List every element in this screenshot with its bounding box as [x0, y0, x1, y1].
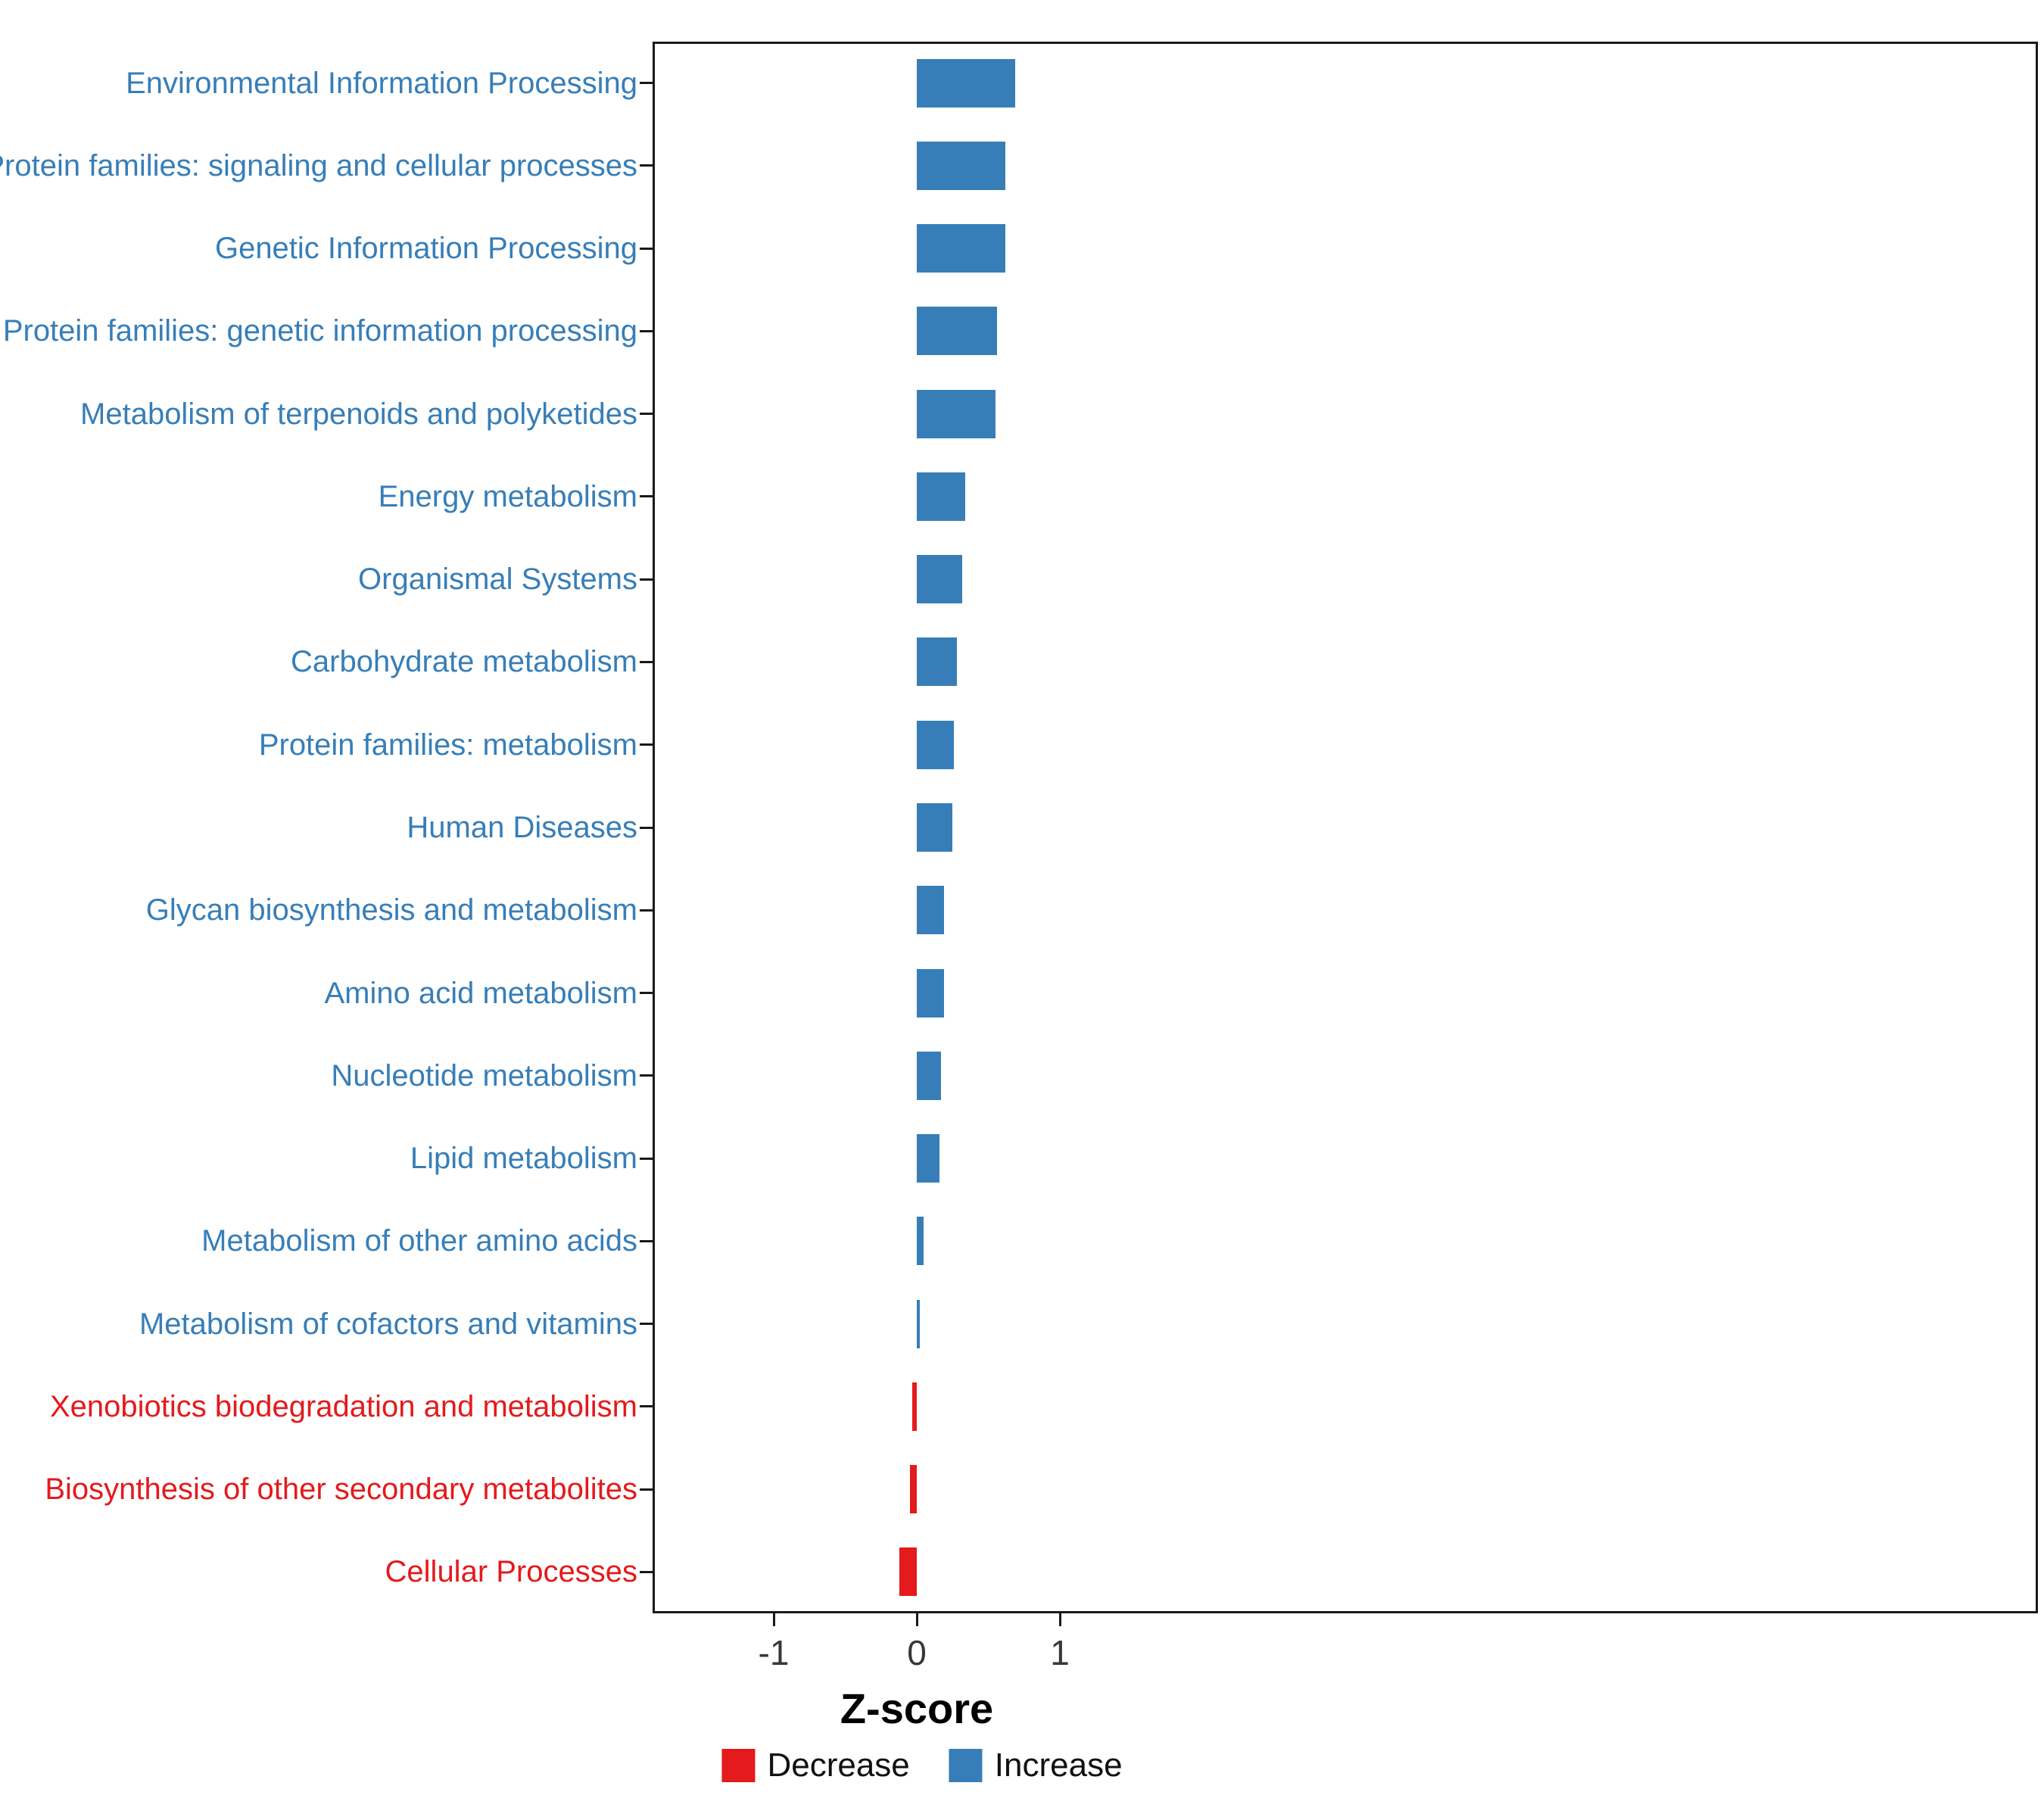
legend-swatch-decrease: [721, 1749, 756, 1782]
category-label: Metabolism of other amino acids: [201, 1224, 637, 1258]
category-label: Environmental Information Processing: [126, 66, 637, 100]
y-tick-mark: [640, 908, 653, 912]
category-label: Carbohydrate metabolism: [291, 645, 637, 679]
x-tick-label: -1: [758, 1633, 790, 1672]
category-label: Energy metabolism: [378, 479, 637, 513]
category-label: Cellular Processes: [385, 1555, 637, 1589]
category-label: Amino acid metabolism: [324, 976, 638, 1010]
y-tick-mark: [640, 164, 653, 167]
bar: [917, 389, 996, 438]
legend-label-decrease: Decrease: [767, 1747, 910, 1784]
bar: [917, 555, 963, 604]
bar: [917, 803, 953, 852]
y-tick-mark: [640, 413, 653, 416]
bar: [917, 886, 944, 935]
legend-item-increase: Increase: [949, 1747, 1123, 1784]
bar: [917, 1051, 942, 1100]
y-tick-mark: [640, 992, 653, 995]
bar: [917, 58, 1016, 108]
category-label: Human Diseases: [407, 811, 637, 844]
y-tick-mark: [640, 826, 653, 829]
y-tick-mark: [640, 1074, 653, 1077]
y-tick-mark: [640, 1570, 653, 1573]
bar: [917, 968, 944, 1018]
bar: [917, 1299, 920, 1348]
y-tick-mark: [640, 1405, 653, 1408]
bar: [917, 720, 955, 769]
x-tick-label: 1: [1050, 1633, 1070, 1672]
y-tick-mark: [640, 247, 653, 250]
plot-panel: [653, 42, 2038, 1613]
y-tick-mark: [640, 1323, 653, 1326]
category-label: Genetic Information Processing: [214, 232, 637, 266]
bar: [912, 1382, 917, 1431]
legend: Decrease Increase: [721, 1747, 1123, 1784]
legend-item-decrease: Decrease: [721, 1747, 910, 1784]
category-label: Glycan biosynthesis and metabolism: [145, 893, 637, 927]
category-label: Biosynthesis of other secondary metaboli…: [45, 1473, 637, 1507]
y-tick-mark: [640, 495, 653, 498]
bar: [909, 1465, 917, 1514]
bar: [917, 307, 997, 356]
category-label: Protein families: signaling and cellular…: [0, 148, 637, 182]
x-axis-title: Z-score: [840, 1685, 994, 1732]
bar: [917, 637, 957, 687]
x-tick-mark: [1058, 1613, 1061, 1626]
bar: [917, 472, 966, 521]
category-label: Xenobiotics biodegradation and metabolis…: [49, 1389, 637, 1423]
x-tick-mark: [915, 1613, 918, 1626]
category-label: Metabolism of cofactors and vitamins: [139, 1307, 637, 1341]
category-label: Lipid metabolism: [410, 1142, 637, 1176]
y-tick-mark: [640, 1239, 653, 1242]
y-tick-mark: [640, 743, 653, 746]
bar: [917, 1134, 940, 1183]
category-label: Protein families: metabolism: [258, 728, 637, 762]
y-tick-mark: [640, 82, 653, 85]
category-label: Nucleotide metabolism: [331, 1058, 637, 1092]
category-label: Metabolism of terpenoids and polyketides: [80, 397, 637, 431]
category-label: Protein families: genetic information pr…: [2, 314, 637, 348]
legend-label-increase: Increase: [994, 1747, 1123, 1784]
category-label: Organismal Systems: [358, 563, 637, 597]
y-tick-mark: [640, 1488, 653, 1491]
x-tick-mark: [772, 1613, 775, 1626]
bar: [899, 1547, 917, 1597]
y-tick-mark: [640, 578, 653, 581]
y-tick-mark: [640, 329, 653, 332]
y-tick-mark: [640, 660, 653, 663]
bar: [917, 1217, 924, 1266]
bar: [917, 224, 1006, 273]
y-tick-mark: [640, 1157, 653, 1160]
bar: [917, 141, 1006, 190]
legend-swatch-increase: [949, 1749, 983, 1782]
x-tick-label: 0: [907, 1633, 927, 1672]
